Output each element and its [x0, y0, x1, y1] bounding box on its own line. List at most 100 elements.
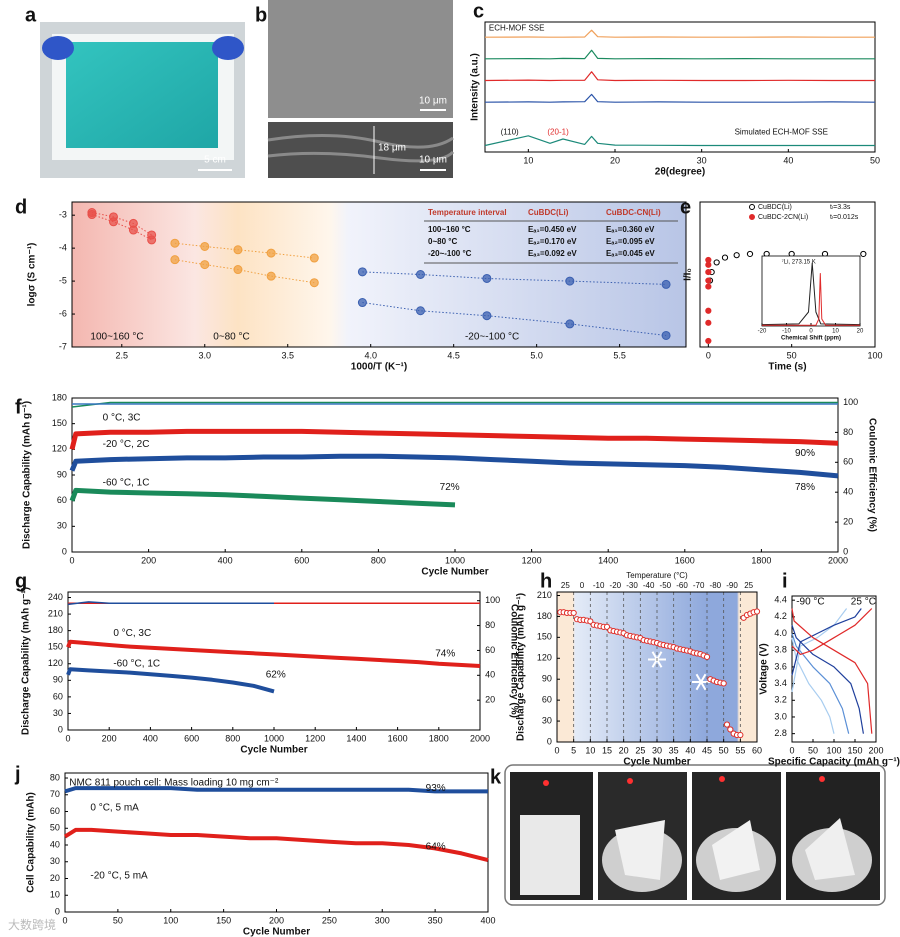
- point: [661, 330, 671, 340]
- x-axis-title: Specific Capacity (mAh g⁻¹): [768, 757, 900, 768]
- point: [720, 680, 727, 687]
- axes-frame: [71, 201, 687, 348]
- x2-tick-label: -50: [660, 581, 672, 590]
- series-line: [791, 633, 850, 734]
- series-label: -60 °C, 1C: [103, 477, 150, 488]
- point: [233, 265, 243, 275]
- table-header: Temperature interval: [428, 208, 507, 217]
- x-tick-label: 50: [870, 155, 880, 165]
- point: [661, 279, 671, 289]
- annotation: 93%: [426, 783, 446, 794]
- y-axis-title: Discharge Capability (mAh g⁻¹): [516, 593, 527, 741]
- point: [746, 250, 754, 258]
- sem-images: [267, 0, 455, 178]
- x-tick-label: 2000: [470, 733, 490, 743]
- annotation: 0~80 °C: [213, 331, 250, 342]
- annotation: (20-1): [547, 128, 569, 137]
- x-axis-title: Cycle Number: [623, 757, 690, 768]
- point: [415, 306, 425, 316]
- x2-axis-title: Temperature (°C): [626, 571, 688, 580]
- legend-marker: [749, 204, 755, 210]
- inset-title: ⁷Li, 273.15 K: [782, 259, 816, 266]
- axes-frame: [484, 21, 876, 153]
- point: [108, 217, 118, 227]
- annotation: (110): [501, 128, 519, 137]
- x-tick-label: 0: [789, 745, 794, 755]
- x-tick-label: 0: [65, 733, 70, 743]
- x-tick-label: 200: [102, 733, 117, 743]
- x2-tick-label: -60: [676, 581, 688, 590]
- x-tick-label: 60: [752, 745, 762, 755]
- y-tick-label: 150: [537, 632, 552, 642]
- legend-note: tₗ=3.3s: [830, 204, 851, 211]
- x2-tick-label: 25: [744, 581, 753, 590]
- y2-tick-label: 20: [843, 516, 853, 526]
- x-tick-label: 5: [571, 745, 576, 755]
- y-tick-label: 120: [48, 658, 63, 668]
- panel-letter: d: [15, 196, 27, 218]
- axes-frame: [67, 591, 481, 731]
- y2-axis-title: Coulomic Efficiency (%): [866, 418, 877, 532]
- y-tick-label: 90: [57, 469, 67, 479]
- x-tick-label: 1000: [264, 733, 284, 743]
- point: [565, 319, 575, 329]
- point: [482, 311, 492, 321]
- y-axis-title: logσ (S cm⁻¹): [27, 243, 38, 307]
- x-tick-label: 45: [702, 745, 712, 755]
- table-cell: 0~80 °C: [428, 237, 457, 246]
- axes-frame: [791, 595, 877, 743]
- series-line: [791, 608, 873, 655]
- x-tick-label: 400: [480, 915, 495, 925]
- point: [170, 238, 180, 248]
- series-line: [484, 29, 875, 38]
- x-tick-label: 15: [602, 745, 612, 755]
- y-tick-label: 210: [537, 590, 552, 600]
- x-tick-label: 100: [867, 350, 882, 360]
- y-tick-label: 70: [50, 789, 60, 799]
- series-line: [484, 49, 875, 60]
- x-tick-label: 200: [269, 915, 284, 925]
- x-axis-title: Time (s): [768, 362, 806, 373]
- y-tick-label: 90: [542, 674, 552, 684]
- y-tick-label: 4.4: [774, 595, 787, 605]
- x-tick-label: 600: [294, 555, 309, 565]
- y-tick-label: 60: [57, 495, 67, 505]
- x-tick-label: 800: [371, 555, 386, 565]
- point: [705, 319, 712, 326]
- y-tick-label: 50: [50, 823, 60, 833]
- x2-tick-label: -10: [593, 581, 605, 590]
- panel-letter: f: [15, 396, 22, 418]
- y2-tick-label: 0: [843, 546, 848, 556]
- y-tick-label: 30: [53, 708, 63, 718]
- point: [570, 609, 577, 617]
- annotation: ECH-MOF SSE: [489, 24, 545, 33]
- y-axis-title: Discharge Capability (mAh g⁻¹): [22, 401, 33, 549]
- x-tick-label: 0: [809, 329, 813, 335]
- x-tick-label: 1400: [346, 733, 366, 743]
- point: [703, 653, 711, 660]
- x-tick-label: 400: [143, 733, 158, 743]
- y2-tick-label: 60: [485, 645, 495, 655]
- point: [713, 259, 720, 266]
- y-tick-label: 180: [52, 392, 67, 402]
- y-tick-label: 0: [547, 736, 552, 746]
- x2-tick-label: -40: [643, 581, 655, 590]
- x-tick-label: -10: [782, 329, 791, 335]
- y-tick-label: 180: [537, 611, 552, 621]
- x-tick-label: 40: [783, 155, 793, 165]
- y-tick-label: 2.8: [774, 728, 787, 738]
- y2-tick-label: 100: [843, 397, 858, 407]
- annotation: -90 °C: [796, 596, 824, 607]
- table-cell: 100~160 °C: [428, 225, 471, 234]
- y2-axis-title: Coulomic Efficiency (%): [508, 604, 519, 718]
- point: [737, 731, 744, 739]
- point: [482, 273, 492, 283]
- series-line: [791, 608, 862, 676]
- x-tick-label: 150: [216, 915, 231, 925]
- point: [309, 278, 319, 288]
- point: [266, 271, 276, 281]
- x-tick-label: 30: [697, 155, 707, 165]
- point: [705, 268, 712, 276]
- point: [233, 245, 243, 255]
- point: [87, 210, 97, 220]
